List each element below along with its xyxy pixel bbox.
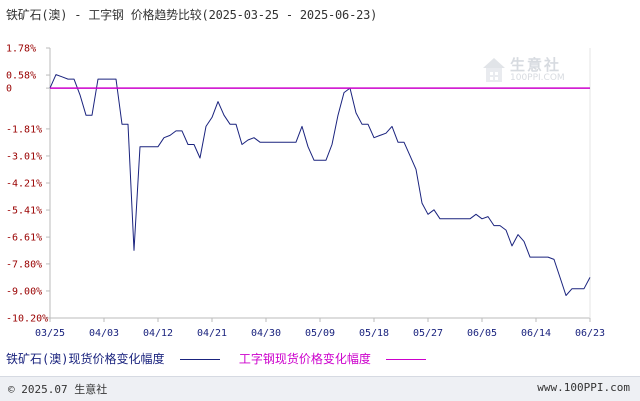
legend-series1-label: 铁矿石(澳)现货价格变化幅度 xyxy=(6,352,165,366)
x-tick-label: 04/12 xyxy=(143,328,173,339)
chart-title: 铁矿石(澳) - 工字钢 价格趋势比较(2025-03-25 - 2025-06… xyxy=(6,8,378,22)
legend-series1-swatch xyxy=(179,359,220,360)
y-tick-label: -6.61% xyxy=(6,233,42,244)
watermark-url: 100PPI.COM xyxy=(510,73,565,83)
x-tick-label: 05/09 xyxy=(305,328,335,339)
x-tick-label: 05/27 xyxy=(413,328,443,339)
x-tick-label: 06/23 xyxy=(575,328,605,339)
x-tick-label: 04/21 xyxy=(197,328,227,339)
x-tick-label: 05/18 xyxy=(359,328,389,339)
watermark-text: 生意社 xyxy=(510,56,562,74)
legend-series2-swatch xyxy=(386,359,427,360)
x-tick-label: 03/25 xyxy=(35,328,65,339)
watermark-logo: 生意社 100PPI.COM xyxy=(480,52,580,92)
x-tick-label: 06/14 xyxy=(521,328,551,339)
y-tick-label: 0 xyxy=(6,84,12,95)
footer-url[interactable]: www.100PPI.com xyxy=(537,381,630,394)
y-tick-label: -1.81% xyxy=(6,124,42,135)
legend: 铁矿石(澳)现货价格变化幅度 工字钢现货价格变化幅度 xyxy=(6,350,427,367)
footer-bar: © 2025.07 生意社 www.100PPI.com xyxy=(0,376,640,401)
y-tick-label: 1.78% xyxy=(6,44,36,55)
y-tick-label: 0.58% xyxy=(6,71,36,82)
footer-copyright: © 2025.07 生意社 xyxy=(8,383,108,396)
series-iron-ore-line xyxy=(49,74,591,296)
y-tick-label: -9.00% xyxy=(6,286,42,297)
house-logo-icon xyxy=(483,58,505,82)
x-tick-label: 04/30 xyxy=(251,328,281,339)
y-tick-label: -5.41% xyxy=(6,206,42,217)
legend-series2-label: 工字钢现货价格变化幅度 xyxy=(238,352,371,366)
x-tick-label: 06/05 xyxy=(467,328,497,339)
y-tick-label: -3.01% xyxy=(6,151,42,162)
series-lines xyxy=(49,74,591,296)
y-tick-label: -10.20% xyxy=(6,314,48,325)
x-axis-ticks: 03/25 04/03 04/12 04/21 04/30 05/09 05/18 05/27… xyxy=(35,318,605,339)
y-tick-label: -4.21% xyxy=(6,179,42,190)
x-tick-label: 04/03 xyxy=(89,328,119,339)
y-axis-ticks: 1.78% 0.58% 0 -1.81% -3.01% -4.21% -5.41% -6.61… xyxy=(6,44,50,325)
y-tick-label: -7.80% xyxy=(6,259,42,270)
